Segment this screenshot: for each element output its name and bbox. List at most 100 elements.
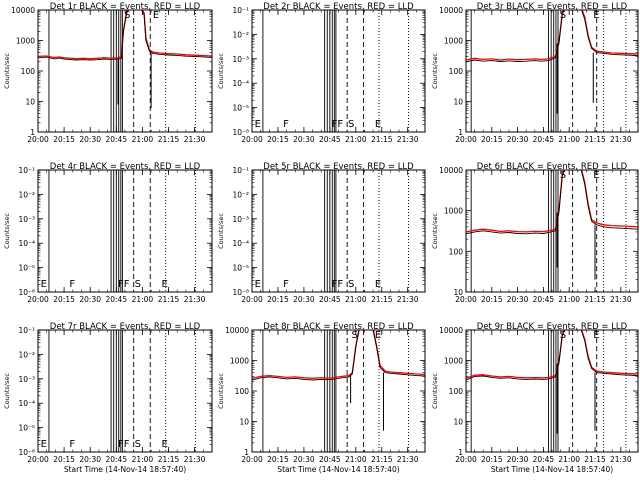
x-tick-label: 21:30 — [184, 455, 206, 464]
x-tick-label: 21:15 — [584, 455, 606, 464]
events-series-line — [38, 10, 212, 61]
y-tick-label: 10⁻⁶ — [18, 448, 35, 457]
plot-frame — [251, 329, 426, 453]
x-tick-label: 21:15 — [158, 295, 180, 304]
panel-4: Det 4r BLACK = Events, RED = LLD Counts/s… — [3, 162, 213, 304]
y-tick-label: 10⁻⁵ — [232, 104, 249, 113]
x-tick-label: 20:15 — [267, 455, 289, 464]
event-marker-label: S — [560, 330, 566, 341]
event-marker-label: F — [69, 439, 75, 450]
y-tick-label: 10⁻³ — [232, 215, 249, 224]
panel-3: Det 3r BLACK = Events, RED = LLD Counts/s… — [431, 2, 639, 144]
event-marker-label: S — [124, 10, 130, 21]
events-series-line — [466, 170, 638, 235]
x-tick-label: 20:00 — [241, 455, 263, 464]
x-tick-label: 21:15 — [584, 295, 606, 304]
y-tick-label: 100 — [449, 387, 464, 396]
y-axis-label: Counts/sec — [217, 373, 225, 409]
plot-area: E F FF S E — [255, 10, 410, 132]
x-tick-label: 20:30 — [79, 135, 101, 144]
x-tick-label: 20:30 — [293, 455, 315, 464]
panel-title: Det 9r BLACK = Events, RED = LLD — [477, 322, 628, 332]
x-tick-label: 20:45 — [319, 135, 341, 144]
x-tick-label: 20:00 — [455, 295, 477, 304]
y-axis-label: Counts/sec — [3, 213, 11, 249]
panel-title: Det 4r BLACK = Events, RED = LLD — [50, 162, 201, 172]
x-tick-label: 21:30 — [397, 295, 419, 304]
x-tick-label: 20:15 — [53, 455, 75, 464]
y-tick-label: 10⁻¹ — [18, 166, 35, 175]
y-tick-label: 100 — [449, 247, 464, 256]
event-marker-label: FF — [118, 279, 130, 290]
plot-frame — [37, 329, 213, 453]
x-tick-label: 20:30 — [507, 295, 529, 304]
x-tick-label: 20:30 — [79, 455, 101, 464]
event-marker-label: E — [153, 10, 159, 21]
x-tick-label: 20:00 — [455, 455, 477, 464]
x-tick-label: 21:15 — [584, 135, 606, 144]
event-marker-label: E — [375, 119, 381, 130]
x-tick-label: 20:15 — [53, 135, 75, 144]
y-tick-label: 1 — [30, 128, 35, 137]
event-marker-label: FF — [332, 279, 344, 290]
plot-frame — [37, 9, 213, 133]
y-tick-label: 10⁻⁴ — [232, 79, 249, 88]
x-axis-title: Start Time (14-Nov-14 18:57:40) — [277, 465, 399, 474]
event-marker-label: S — [135, 279, 141, 290]
panel-title: Det 5r BLACK = Events, RED = LLD — [263, 162, 414, 172]
plot-frame — [465, 329, 639, 453]
x-tick-label: 21:30 — [610, 135, 632, 144]
event-marker-label: S — [351, 330, 357, 341]
x-tick-label: 21:00 — [345, 455, 367, 464]
event-marker-label: F — [283, 279, 289, 290]
x-tick-label: 21:00 — [558, 455, 580, 464]
y-tick-label: 1 — [458, 128, 463, 137]
event-marker-label: E — [593, 330, 599, 341]
x-tick-label: 20:30 — [507, 135, 529, 144]
y-tick-label: 10000 — [439, 326, 463, 335]
panel-7: Det 7r BLACK = Events, RED = LLD Counts/s… — [3, 322, 213, 474]
panel-title: Det 3r BLACK = Events, RED = LLD — [477, 2, 628, 12]
event-marker-label: E — [375, 330, 381, 341]
y-tick-label: 10000 — [11, 6, 35, 15]
y-tick-label: 10⁻⁶ — [18, 288, 35, 297]
x-tick-label: 20:45 — [533, 295, 555, 304]
x-tick-label: 20:45 — [533, 135, 555, 144]
x-tick-label: 20:00 — [27, 135, 49, 144]
y-tick-label: 10⁻⁵ — [232, 264, 249, 273]
y-tick-label: 100 — [21, 67, 36, 76]
plot-area: E F FF S E — [41, 170, 196, 292]
x-tick-label: 21:30 — [184, 295, 206, 304]
x-tick-label: 20:15 — [267, 295, 289, 304]
y-tick-label: 1000 — [230, 357, 249, 366]
event-marker-label: FF — [118, 439, 130, 450]
y-tick-label: 10⁻⁶ — [232, 128, 249, 137]
event-marker-label: S — [348, 279, 354, 290]
plot-area: E F FF S E — [41, 330, 196, 452]
y-tick-label: 10⁻⁵ — [18, 424, 35, 433]
x-tick-label: 21:30 — [610, 455, 632, 464]
x-tick-label: 21:15 — [371, 295, 393, 304]
x-tick-label: 21:15 — [371, 135, 393, 144]
x-tick-label: 20:00 — [241, 135, 263, 144]
event-marker-label: FF — [332, 119, 344, 130]
x-tick-label: 21:30 — [397, 135, 419, 144]
x-axis-title: Start Time (14-Nov-14 18:57:40) — [64, 465, 186, 474]
x-tick-label: 21:00 — [132, 455, 154, 464]
y-tick-label: 10⁻⁶ — [232, 288, 249, 297]
y-axis-label: Counts/sec — [3, 373, 11, 409]
x-tick-label: 20:00 — [455, 135, 477, 144]
x-tick-label: 21:15 — [371, 455, 393, 464]
panel-title: Det 1r BLACK = Events, RED = LLD — [50, 2, 201, 12]
y-tick-label: 100 — [235, 387, 250, 396]
y-tick-label: 10⁻¹ — [232, 166, 249, 175]
y-tick-label: 1 — [244, 448, 249, 457]
event-marker-label: F — [69, 279, 75, 290]
panel-1: Det 1r BLACK = Events, RED = LLD Counts/s… — [3, 2, 213, 144]
panel-2: Det 2r BLACK = Events, RED = LLD Counts/s… — [217, 2, 426, 144]
x-tick-label: 20:45 — [319, 455, 341, 464]
panel-9: Det 9r BLACK = Events, RED = LLD Counts/s… — [431, 322, 639, 474]
x-tick-label: 21:00 — [558, 135, 580, 144]
